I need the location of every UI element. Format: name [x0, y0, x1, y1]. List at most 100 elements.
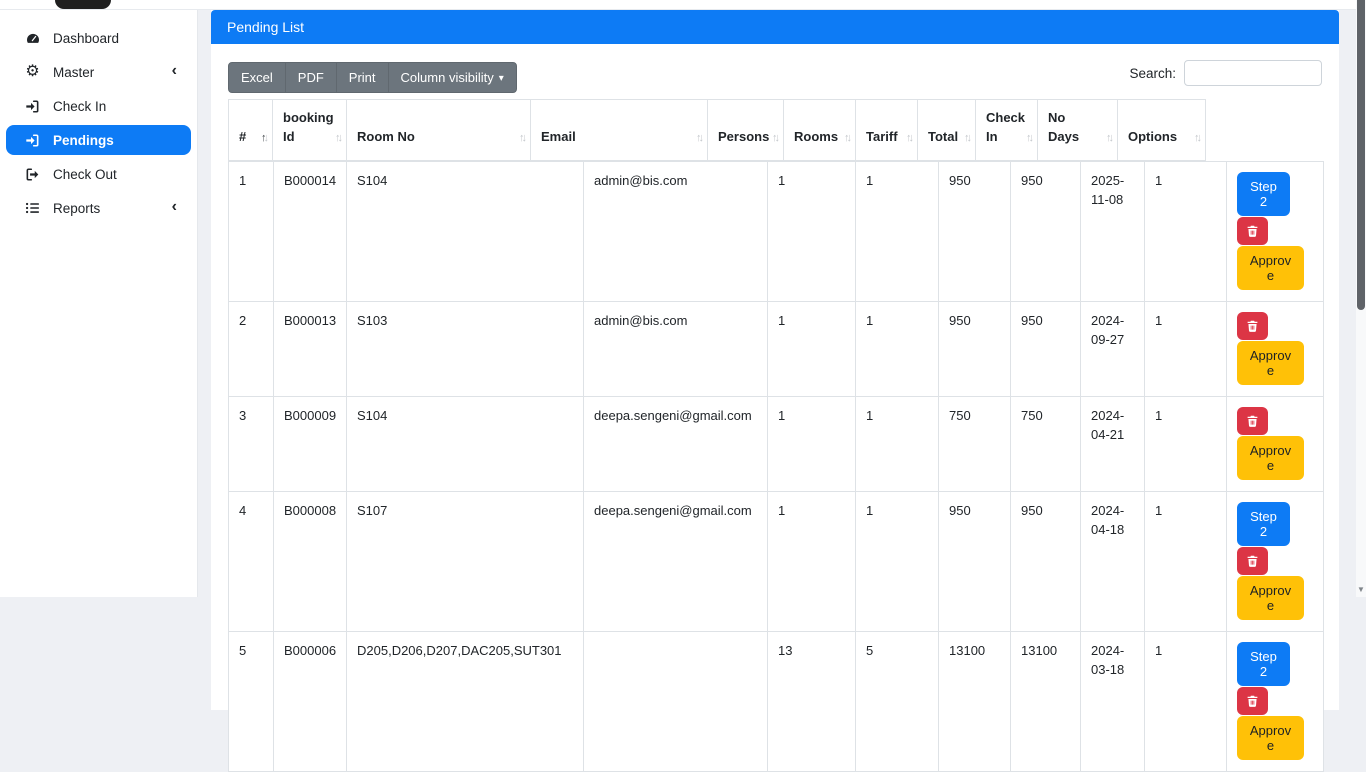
col-header-persons[interactable]: Persons ↑↓ [707, 99, 784, 161]
cell-num: 5 [228, 631, 274, 772]
delete-button[interactable] [1237, 407, 1268, 435]
page-title: Pending List [227, 19, 305, 35]
col-header-tariff[interactable]: Tariff ↑↓ [855, 99, 918, 161]
cell-tariff: 950 [938, 491, 1011, 632]
brand-logo [55, 0, 111, 9]
scrollbar-thumb[interactable] [1357, 0, 1365, 310]
sort-icon: ↑↓ [1106, 132, 1114, 145]
trash-icon [1245, 224, 1260, 238]
delete-button[interactable] [1237, 217, 1268, 245]
dashboard-icon [24, 31, 41, 46]
sidebar-item-master[interactable]: ⚙ Master ‹ [6, 57, 191, 87]
cell-email: admin@bis.com [583, 161, 768, 302]
col-header-check-in[interactable]: Check In ↑↓ [975, 99, 1038, 161]
cell-total: 13100 [1010, 631, 1081, 772]
step2-button[interactable]: Step 2 [1237, 502, 1290, 546]
cell-tariff: 13100 [938, 631, 1011, 772]
trash-icon [1245, 319, 1260, 333]
export-button-group: Excel PDF Print Column visibility ▾ [228, 62, 517, 93]
approve-button[interactable]: Approve [1237, 716, 1304, 760]
cell-email: admin@bis.com [583, 301, 768, 397]
cell-no-days: 1 [1144, 161, 1227, 302]
sidebar-item-pendings[interactable]: Pendings [6, 125, 191, 155]
sign-in-icon [24, 99, 41, 114]
top-bar [0, 0, 1366, 10]
vertical-scrollbar[interactable]: ▼ [1356, 0, 1366, 597]
cell-check-in: 2024-04-21 [1080, 396, 1145, 492]
scroll-down-arrow-icon[interactable]: ▼ [1357, 585, 1365, 594]
col-header-num[interactable]: # ↑↓ [228, 99, 273, 161]
sidebar-item-dashboard[interactable]: Dashboard [6, 23, 191, 53]
sort-icon: ↑↓ [261, 132, 269, 145]
sort-icon: ↑↓ [335, 132, 343, 145]
delete-button[interactable] [1237, 547, 1268, 575]
trash-icon [1245, 694, 1260, 708]
sort-icon: ↑↓ [1026, 132, 1034, 145]
sidebar-item-checkin[interactable]: Check In [6, 91, 191, 121]
col-header-room-no[interactable]: Room No ↑↓ [346, 99, 531, 161]
col-header-no-days[interactable]: No Days ↑↓ [1037, 99, 1118, 161]
search-input[interactable] [1184, 60, 1322, 86]
approve-button[interactable]: Approve [1237, 246, 1304, 290]
list-icon [24, 201, 41, 215]
sort-icon: ↑↓ [1194, 132, 1202, 145]
cell-room-no: S104 [346, 396, 584, 492]
step2-button[interactable]: Step 2 [1237, 642, 1290, 686]
sidebar-item-label: Check Out [53, 166, 117, 182]
page-gutter [1339, 0, 1356, 597]
search-area: Search: [1129, 60, 1322, 86]
cell-rooms: 1 [855, 161, 939, 302]
sort-icon: ↑↓ [906, 132, 914, 145]
chevron-left-icon: ‹ [171, 62, 177, 79]
pending-list-panel: Pending List Excel PDF Print Column visi… [211, 10, 1339, 772]
sidebar-item-label: Check In [53, 98, 107, 114]
cell-room-no: D205,D206,D207,DAC205,SUT301 [346, 631, 584, 772]
cell-options: Step 2 Approve [1226, 631, 1324, 772]
trash-icon [1245, 414, 1260, 428]
cell-persons: 13 [767, 631, 856, 772]
cell-tariff: 950 [938, 161, 1011, 302]
delete-button[interactable] [1237, 687, 1268, 715]
table-row: 2 B000013 S103 admin@bis.com 1 1 950 950… [228, 301, 1324, 397]
cell-booking-id: B000009 [273, 396, 347, 492]
cell-room-no: S107 [346, 491, 584, 632]
cell-rooms: 1 [855, 491, 939, 632]
excel-button[interactable]: Excel [228, 62, 286, 93]
cell-no-days: 1 [1144, 301, 1227, 397]
delete-button[interactable] [1237, 312, 1268, 340]
approve-button[interactable]: Approve [1237, 436, 1304, 480]
cell-booking-id: B000013 [273, 301, 347, 397]
cell-check-in: 2024-09-27 [1080, 301, 1145, 397]
cell-booking-id: B000006 [273, 631, 347, 772]
cell-no-days: 1 [1144, 631, 1227, 772]
sidebar-item-reports[interactable]: Reports ‹ [6, 193, 191, 223]
cell-rooms: 1 [855, 301, 939, 397]
approve-button[interactable]: Approve [1237, 576, 1304, 620]
cell-persons: 1 [767, 396, 856, 492]
approve-button[interactable]: Approve [1237, 341, 1304, 385]
col-header-email[interactable]: Email ↑↓ [530, 99, 708, 161]
cell-booking-id: B000008 [273, 491, 347, 632]
sign-in-icon [24, 133, 41, 148]
col-header-options[interactable]: Options ↑↓ [1117, 99, 1206, 161]
cell-tariff: 950 [938, 301, 1011, 397]
cell-email: deepa.sengeni@gmail.com [583, 396, 768, 492]
cell-check-in: 2024-03-18 [1080, 631, 1145, 772]
col-header-total[interactable]: Total ↑↓ [917, 99, 976, 161]
cell-options: Step 2 Approve [1226, 161, 1324, 302]
cell-check-in: 2025-11-08 [1080, 161, 1145, 302]
cell-persons: 1 [767, 491, 856, 632]
table-row: 4 B000008 S107 deepa.sengeni@gmail.com 1… [228, 491, 1324, 632]
cell-check-in: 2024-04-18 [1080, 491, 1145, 632]
step2-button[interactable]: Step 2 [1237, 172, 1290, 216]
col-header-rooms[interactable]: Rooms ↑↓ [783, 99, 856, 161]
cell-options: Approve [1226, 396, 1324, 492]
pdf-button[interactable]: PDF [284, 62, 337, 93]
print-button[interactable]: Print [335, 62, 389, 93]
sidebar-item-checkout[interactable]: Check Out [6, 159, 191, 189]
cell-no-days: 1 [1144, 396, 1227, 492]
table-row: 1 B000014 S104 admin@bis.com 1 1 950 950… [228, 161, 1324, 302]
column-visibility-button[interactable]: Column visibility ▾ [387, 62, 517, 93]
sidebar-item-label: Master [53, 64, 95, 80]
col-header-booking-id[interactable]: booking Id ↑↓ [272, 99, 347, 161]
